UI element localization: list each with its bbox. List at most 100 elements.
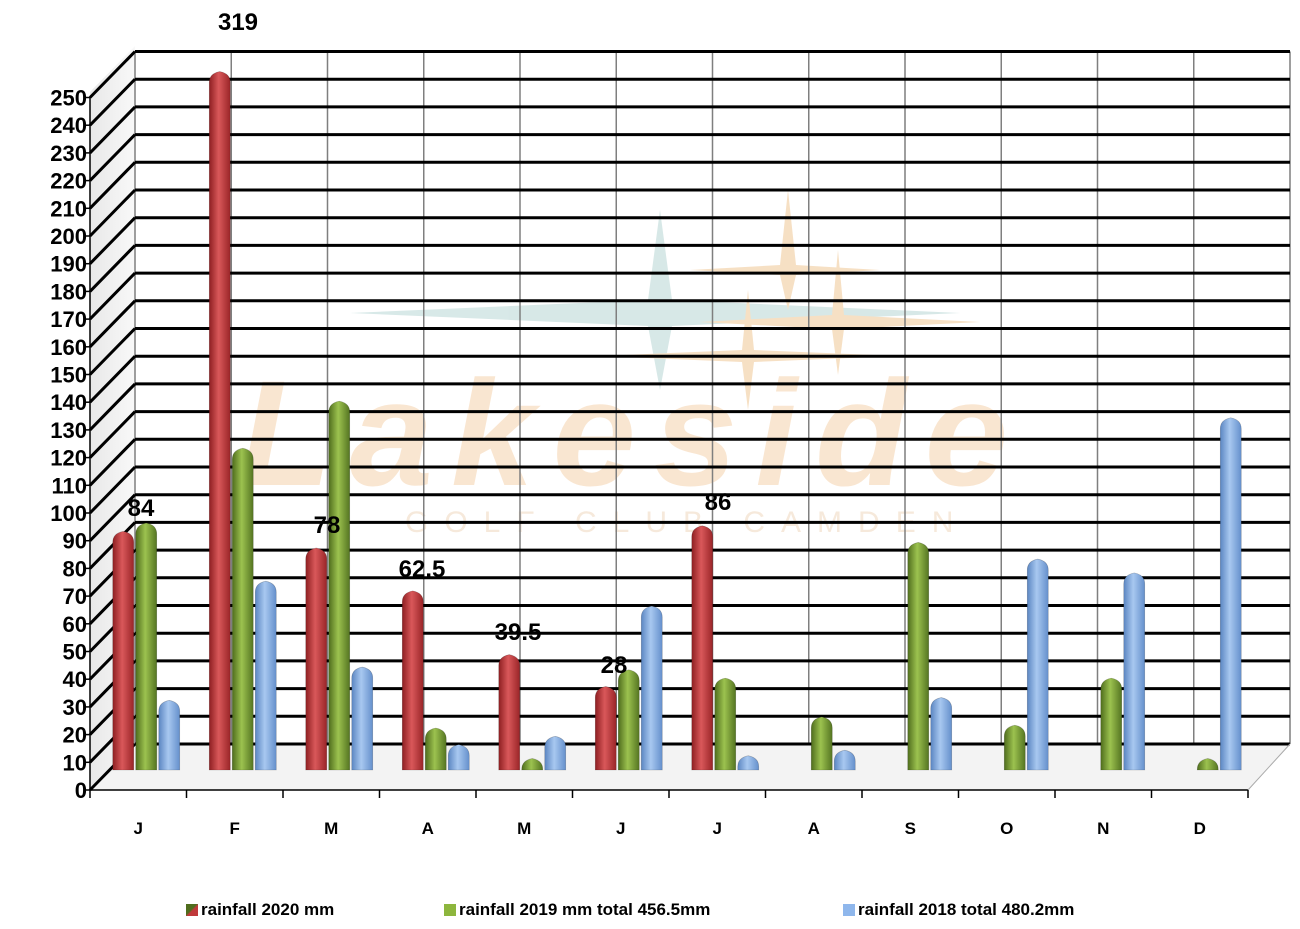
y-tick-label: 150 [50,363,87,388]
watermark: Lakeside GOLF CLUB CAMDEN [240,190,1026,539]
watermark-title: Lakeside [240,349,1026,517]
legend-swatch-2018 [843,904,855,916]
bar [521,758,544,771]
grid-side-line [88,493,137,542]
bar [401,590,424,771]
x-tick-label: M [324,819,338,838]
y-tick-label: 20 [63,723,87,748]
bar [737,755,760,771]
grid-side-line [88,216,137,265]
bar [833,749,856,771]
grid-side-line [88,410,137,459]
y-axis: 0102030405060708090100110120130140150160… [50,86,91,803]
y-tick-label: 0 [75,778,87,803]
x-tick-label: F [230,819,240,838]
y-tick-label: 220 [50,169,87,194]
bar [1123,572,1146,771]
y-tick-label: 40 [63,667,87,692]
gridlines [88,50,1291,792]
floor [90,745,1290,790]
y-tick-label: 80 [63,556,87,581]
data-label: 319 [218,9,258,36]
x-tick-label: D [1194,819,1206,838]
y-tick-label: 60 [63,612,87,637]
bar [810,716,833,771]
bar [112,531,135,771]
bar [544,735,567,771]
bar [498,654,521,771]
grid-side-line [88,438,137,487]
x-tick-label: J [616,819,625,838]
grid-side-line [88,382,137,431]
y-tick-label: 10 [63,750,87,775]
grid-side-line [88,78,137,127]
y-tick-label: 250 [50,86,87,111]
y-tick-label: 180 [50,279,87,304]
bars [112,71,1242,771]
x-tick-label: M [517,819,531,838]
y-tick-label: 90 [63,529,87,554]
data-label: 28 [601,652,628,679]
y-tick-label: 70 [63,584,87,609]
y-tick-label: 120 [50,446,87,471]
y-tick-label: 190 [50,252,87,277]
bar [231,447,254,771]
bar [254,580,277,771]
bar [424,727,447,771]
bar [351,666,374,771]
legend-item-2019: rainfall 2019 mm total 456.5mm [444,900,710,920]
bar [617,669,640,771]
legend-swatch-2019 [444,904,456,916]
y-tick-label: 210 [50,196,87,221]
data-labels: 84 319 78 62.5 39.5 28 86 [128,9,732,679]
bar [208,71,231,771]
grid-side-line [88,272,137,321]
bar [930,697,953,771]
bar [1026,558,1049,771]
legend-label-2018: rainfall 2018 total 480.2mm [858,900,1075,919]
data-label: 78 [314,512,341,539]
data-label: 86 [705,489,732,516]
grid-side-line [88,105,137,154]
x-tick-label: O [1000,819,1013,838]
grid-side-line [88,161,137,210]
y-tick-label: 140 [50,390,87,415]
y-tick-label: 50 [63,640,87,665]
grid-side-line [88,299,137,348]
x-tick-label: A [808,819,820,838]
y-tick-label: 230 [50,141,87,166]
data-label: 39.5 [495,619,542,646]
bar [1219,417,1242,771]
legend-label-2020: rainfall 2020 mm [201,900,335,919]
data-label: 84 [128,495,155,522]
grid-side-line [88,244,137,293]
legend: rainfall 2020 mm rainfall 2019 mm total … [0,900,1300,922]
bar [1100,677,1123,771]
grid-side-line [88,521,137,570]
floor-edge-line [1247,743,1291,791]
y-tick-label: 30 [63,695,87,720]
grid-side-line [88,465,137,515]
bar [640,605,663,771]
grid-side-line [88,355,137,404]
grid-side-line [88,188,137,238]
legend-label-2019: rainfall 2019 mm total 456.5mm [459,900,711,919]
y-tick-label: 160 [50,335,87,360]
x-tick-label: J [134,819,143,838]
grid-side-line [88,327,137,376]
bar [714,677,737,771]
y-tick-label: 110 [52,473,88,498]
legend-item-2018: rainfall 2018 total 480.2mm [843,900,1074,920]
data-label: 62.5 [399,556,446,583]
bar [691,525,714,771]
bar [135,522,158,771]
y-tick-label: 100 [50,501,87,526]
y-tick-label: 200 [50,224,87,249]
bar [907,542,930,771]
x-tick-label: S [905,819,916,838]
grid-side-line [88,133,137,182]
x-tick-label: N [1097,819,1109,838]
y-tick-label: 130 [50,418,87,443]
